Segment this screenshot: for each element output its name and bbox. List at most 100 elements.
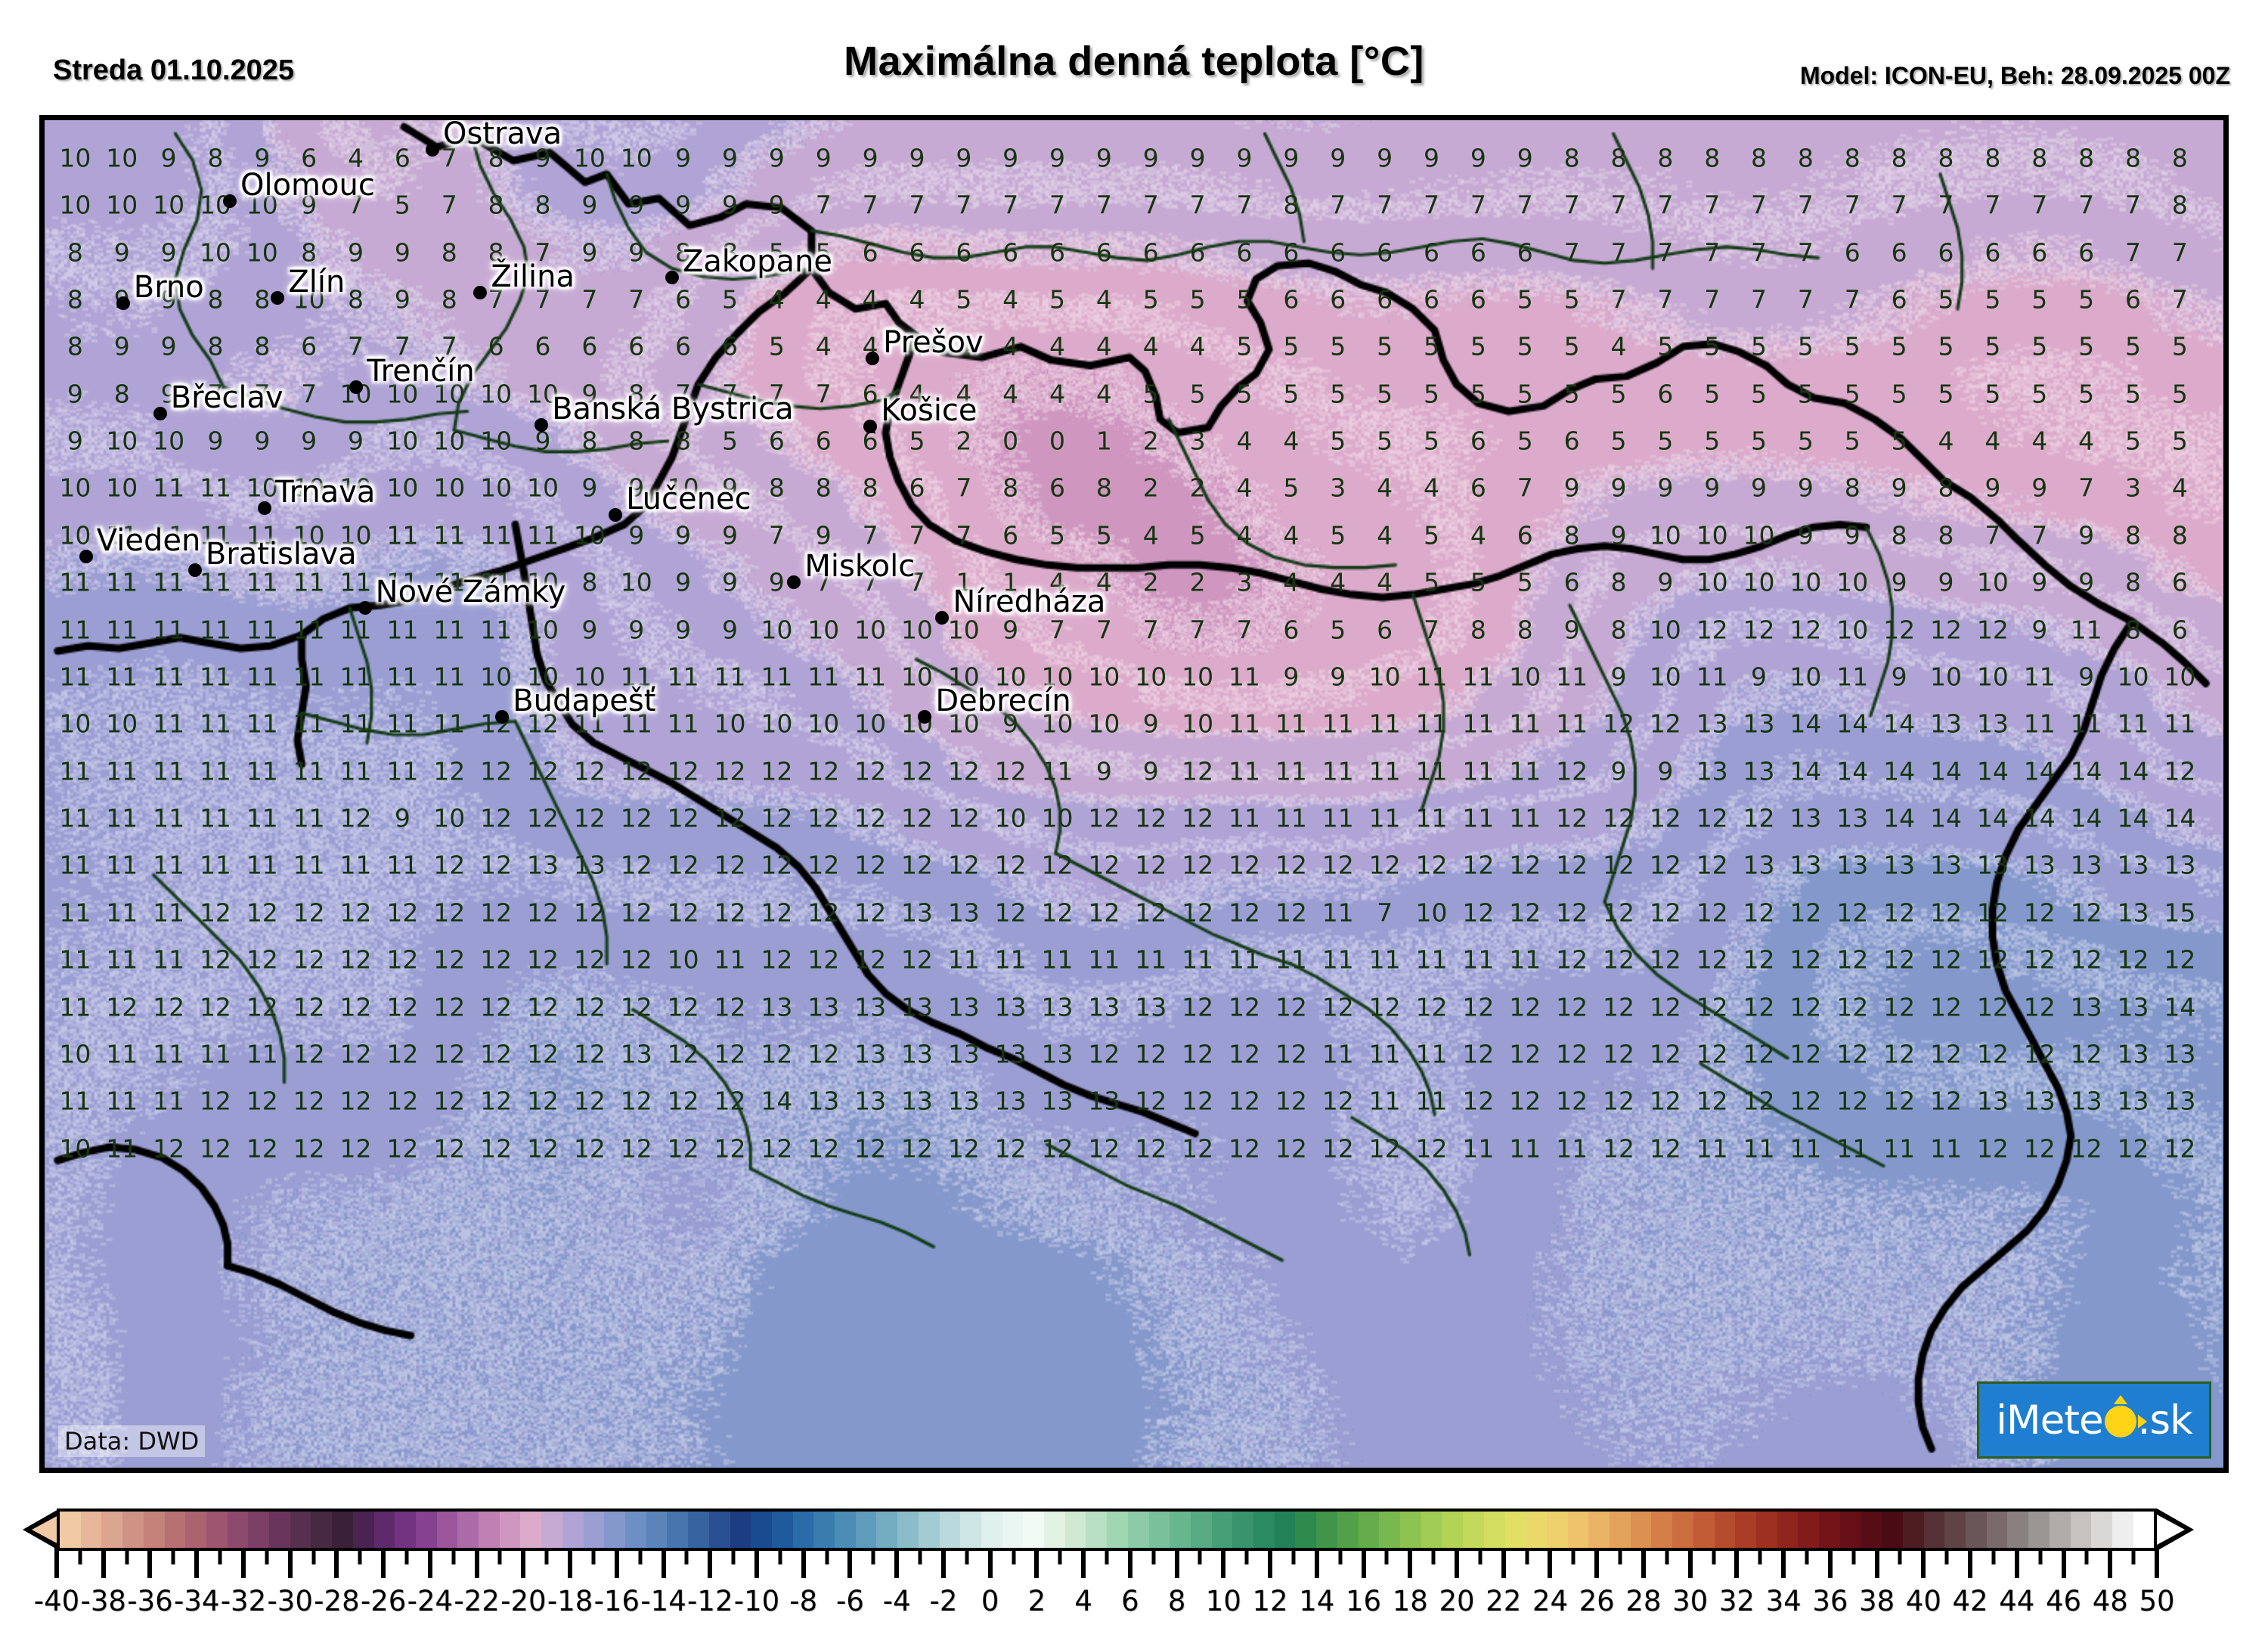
city-dot-icon	[665, 271, 680, 285]
colorbar-minor-tick	[684, 1548, 689, 1564]
colorbar-tick-label: 26	[1579, 1585, 1615, 1617]
colorbar-swatch	[876, 1512, 898, 1548]
imeteo-logo[interactable]: iMete .sk	[1977, 1381, 2211, 1459]
colorbar-minor-tick	[1991, 1548, 1996, 1564]
logo-text-pre: iMete	[1996, 1397, 2103, 1443]
colorbar-swatch	[352, 1512, 374, 1548]
colorbar-minor-tick	[218, 1548, 222, 1564]
colorbar-minor-tick	[1898, 1548, 1902, 1564]
colorbar-tick-label: 42	[1952, 1585, 1988, 1617]
city-dot-icon	[935, 610, 950, 625]
colorbar-swatch	[1882, 1512, 1903, 1548]
city-label: Budapešť	[513, 684, 656, 719]
city-label: Banská Bystrica	[552, 391, 794, 426]
colorbar-swatch	[1735, 1512, 1756, 1548]
colorbar-tick	[474, 1548, 479, 1578]
colorbar-swatch	[1337, 1512, 1359, 1548]
city-label: Zakopane	[683, 244, 833, 280]
colorbar-swatch	[855, 1512, 877, 1548]
colorbar-minor-tick	[871, 1548, 875, 1564]
city-label: Zlín	[288, 265, 345, 300]
colorbar-swatch	[1861, 1512, 1882, 1548]
colorbar-swatch	[541, 1512, 562, 1548]
city-label: Miskolc	[804, 549, 916, 584]
weather-map[interactable]: 10 10 9 8 9 6 4 6 7 8 9 10 10 9 9 9 9 9 9 9 9 9 9 9 9 9 9 9 9 9 9 9 8 8 8 8…	[39, 115, 2229, 1473]
colorbar-minor-tick	[918, 1548, 922, 1564]
colorbar-tick	[568, 1548, 573, 1578]
city-dot-icon	[534, 417, 549, 432]
colorbar-minor-tick	[1338, 1548, 1343, 1564]
colorbar-tick	[661, 1548, 666, 1578]
city-dot-icon	[358, 601, 372, 616]
colorbar-swatch	[751, 1512, 772, 1548]
colorbar-swatch	[708, 1512, 730, 1548]
city-label: Břeclav	[170, 380, 284, 416]
model-info: Model: ICON-EU, Beh: 28.09.2025 00Z	[1799, 62, 2230, 89]
colorbar-tick-label: 16	[1345, 1585, 1382, 1617]
colorbar-swatch	[520, 1512, 542, 1548]
colorbar-minor-tick	[1525, 1548, 1529, 1564]
colorbar-swatch	[562, 1512, 584, 1548]
colorbar-tick	[381, 1548, 386, 1578]
colorbar-swatch	[1965, 1512, 1987, 1548]
colorbar-swatch	[1232, 1512, 1254, 1548]
city-dot-icon	[271, 291, 285, 305]
colorbar-tick-label: 20	[1439, 1585, 1475, 1617]
colorbar-swatch	[332, 1512, 353, 1548]
colorbar-swatch	[1504, 1512, 1526, 1548]
city-dot-icon	[79, 550, 93, 564]
colorbar-tick	[240, 1548, 246, 1578]
colorbar-tick-label: -14	[640, 1585, 686, 1617]
city-label: Níredháza	[953, 584, 1106, 619]
colorbar-swatch	[1211, 1512, 1233, 1548]
colorbar-tick-label: -36	[127, 1585, 173, 1617]
city-label: Ostrava	[442, 116, 562, 152]
colorbar-minor-tick	[451, 1548, 456, 1564]
colorbar-minor-tick	[544, 1548, 549, 1564]
colorbar-tick	[801, 1548, 806, 1578]
colorbar-extend-low-fill	[32, 1515, 60, 1545]
city-label: Vieden	[96, 523, 201, 559]
colorbar-tick-label: 50	[2139, 1585, 2175, 1617]
colorbar-tick	[54, 1548, 59, 1578]
colorbar-swatch	[1839, 1512, 1861, 1548]
colorbar-swatch	[269, 1512, 290, 1548]
colorbar-tick-label: 12	[1252, 1585, 1288, 1617]
colorbar-swatch	[373, 1512, 395, 1548]
colorbar-minor-tick	[1291, 1548, 1296, 1564]
colorbar-tick-label: -34	[173, 1585, 220, 1617]
colorbar-swatch	[1651, 1512, 1673, 1548]
colorbar-minor-tick	[78, 1548, 82, 1564]
colorbar-tick	[2061, 1548, 2066, 1578]
city-dot-icon	[153, 407, 167, 421]
colorbar-swatch	[730, 1512, 751, 1548]
city-label: Nové Zámky	[375, 575, 566, 610]
colorbar-swatch	[1463, 1512, 1484, 1548]
city-label: Trenčín	[367, 353, 475, 389]
colorbar-minor-tick	[265, 1548, 269, 1564]
city-label: Prešov	[883, 325, 984, 361]
city-dot-icon	[349, 380, 364, 394]
colorbar-tick	[1455, 1548, 1459, 1578]
colorbar-tick-label: 34	[1765, 1585, 1802, 1617]
colorbar-minor-tick	[171, 1548, 175, 1564]
colorbar-swatch	[1755, 1512, 1777, 1548]
colorbar-tick	[521, 1548, 526, 1578]
colorbar-tick-label: -16	[593, 1585, 640, 1617]
colorbar-minor-tick	[1478, 1548, 1483, 1564]
colorbar-minor-tick	[1665, 1548, 1669, 1564]
colorbar-tick-label: -38	[80, 1585, 126, 1617]
colorbar-tick-label: -30	[267, 1585, 313, 1617]
colorbar-tick-label: -40	[33, 1585, 80, 1617]
colorbar-swatch	[1064, 1512, 1086, 1548]
colorbar-tick-label: -32	[220, 1585, 267, 1617]
colorbar-tick	[1781, 1548, 1786, 1578]
colorbar-tick-label: 36	[1812, 1585, 1848, 1617]
colorbar-tick-label: 22	[1486, 1585, 1522, 1617]
colorbar-swatch	[1819, 1512, 1840, 1548]
colorbar-tick	[1361, 1548, 1366, 1578]
colorbar-swatch	[1567, 1512, 1589, 1548]
city-dot-icon	[495, 710, 510, 724]
colorbar-minor-tick	[1712, 1548, 1716, 1564]
colorbar-swatch	[792, 1512, 814, 1548]
